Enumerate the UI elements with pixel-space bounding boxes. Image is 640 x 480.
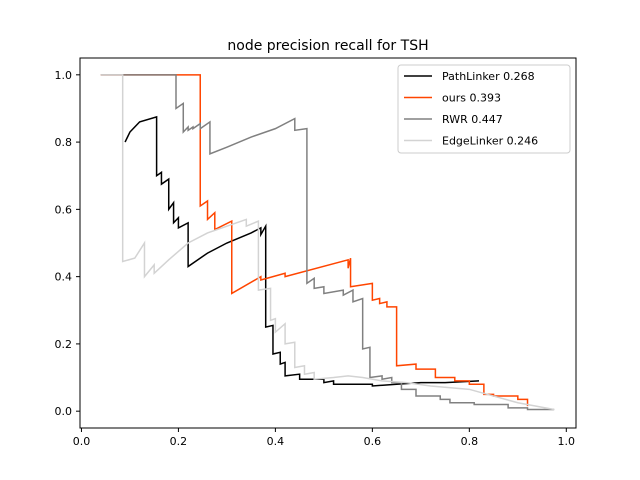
series-line-1 (124, 115, 480, 387)
y-tick-label: 0.2 (55, 338, 73, 351)
x-tick-label: 0.2 (170, 435, 188, 448)
series-line-3 (100, 74, 555, 411)
legend-label: PathLinker 0.268 (442, 70, 535, 83)
x-axis: 0.0 0.2 0.4 0.6 0.8 1.0 (73, 428, 575, 448)
x-tick-label: 0.4 (267, 435, 285, 448)
y-tick-label: 0.8 (55, 136, 73, 149)
chart-title: node precision recall for TSH (227, 38, 428, 54)
axes-frame (79, 57, 577, 429)
x-tick-label: 0.8 (461, 435, 479, 448)
legend-label: EdgeLinker 0.246 (442, 135, 538, 148)
legend-label: ours 0.393 (442, 92, 501, 105)
series-line-4 (100, 74, 555, 411)
legend: PathLinker 0.268 ours 0.393 RWR 0.447 EdgeL… (397, 64, 571, 154)
y-axis: 0.0 0.2 0.4 0.6 0.8 1.0 (55, 69, 80, 418)
series-layer (100, 74, 555, 411)
x-tick-label: 1.0 (558, 435, 576, 448)
series-line-2 (100, 74, 529, 407)
y-tick-label: 1.0 (55, 69, 73, 82)
y-tick-label: 0.6 (55, 203, 73, 216)
legend-box (397, 64, 571, 154)
y-tick-label: 0.0 (55, 405, 73, 418)
x-tick-label: 0.0 (73, 435, 91, 448)
x-tick-label: 0.6 (364, 435, 382, 448)
y-tick-label: 0.4 (55, 271, 73, 284)
legend-label: RWR 0.447 (442, 113, 503, 126)
